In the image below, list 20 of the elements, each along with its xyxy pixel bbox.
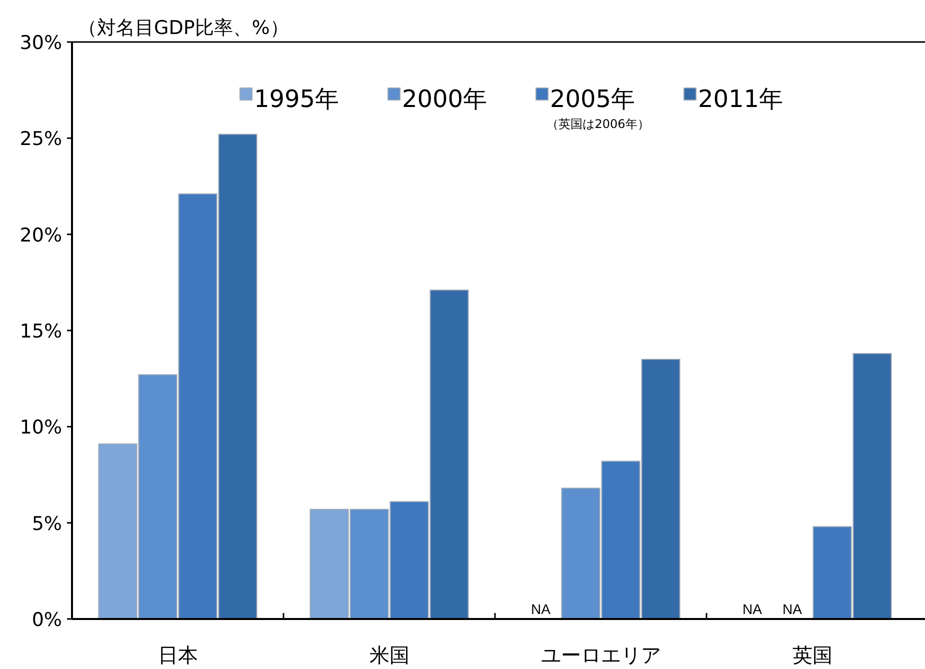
x-tick-label: 日本 [158, 643, 198, 667]
y-tick-label: 30% [20, 32, 62, 54]
text: NA [531, 601, 550, 617]
text: NA [742, 601, 762, 617]
x-tick-label: 米国 [369, 643, 410, 667]
y-axis-title: （対名目GDP比率、%） [78, 17, 289, 39]
annotation: （英国は2006年） [546, 117, 650, 131]
x-tick-label: 英国 [792, 643, 832, 667]
y-tick-label: 0% [32, 609, 62, 631]
y-tick-label: 15% [20, 320, 62, 342]
y-tick-label: 25% [20, 128, 62, 150]
legend-label: 2000年 [402, 85, 488, 113]
legend-label: 2005年 [550, 85, 636, 113]
legend-label: 1995年 [254, 85, 340, 113]
x-tick-label: ユーロエリア [540, 643, 661, 667]
text: NA [782, 601, 802, 617]
y-tick-label: 10% [20, 416, 62, 439]
y-tick-label: 5% [32, 512, 62, 535]
y-tick-label: 20% [20, 224, 62, 246]
legend-label: 2011年 [698, 85, 784, 113]
